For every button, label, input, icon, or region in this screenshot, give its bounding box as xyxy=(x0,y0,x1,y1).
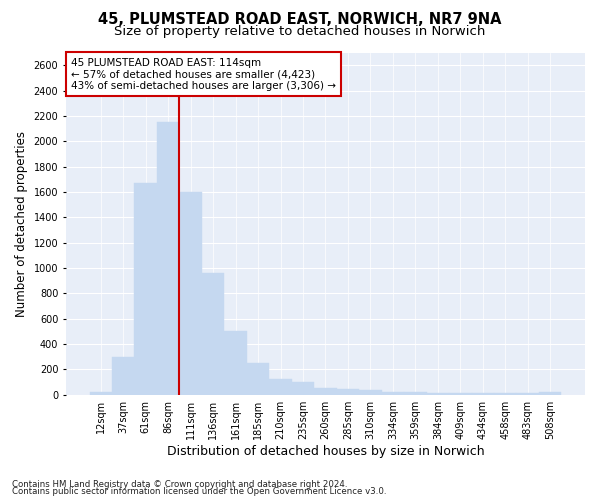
Bar xyxy=(337,389,359,394)
Bar xyxy=(382,392,404,394)
Bar xyxy=(427,393,449,394)
Bar xyxy=(112,356,134,395)
Bar xyxy=(134,183,157,394)
Bar xyxy=(404,392,427,394)
Bar xyxy=(157,122,179,394)
Bar xyxy=(314,388,337,394)
Bar xyxy=(224,332,247,394)
Text: 45 PLUMSTEAD ROAD EAST: 114sqm
← 57% of detached houses are smaller (4,423)
43% : 45 PLUMSTEAD ROAD EAST: 114sqm ← 57% of … xyxy=(71,58,336,91)
Bar xyxy=(539,392,562,394)
Text: Size of property relative to detached houses in Norwich: Size of property relative to detached ho… xyxy=(115,25,485,38)
X-axis label: Distribution of detached houses by size in Norwich: Distribution of detached houses by size … xyxy=(167,444,484,458)
Bar xyxy=(247,363,269,394)
Y-axis label: Number of detached properties: Number of detached properties xyxy=(15,130,28,316)
Bar xyxy=(179,192,202,394)
Bar xyxy=(449,393,472,394)
Text: Contains public sector information licensed under the Open Government Licence v3: Contains public sector information licen… xyxy=(12,487,386,496)
Text: Contains HM Land Registry data © Crown copyright and database right 2024.: Contains HM Land Registry data © Crown c… xyxy=(12,480,347,489)
Bar xyxy=(292,382,314,394)
Bar xyxy=(89,392,112,394)
Bar xyxy=(359,390,382,394)
Text: 45, PLUMSTEAD ROAD EAST, NORWICH, NR7 9NA: 45, PLUMSTEAD ROAD EAST, NORWICH, NR7 9N… xyxy=(98,12,502,28)
Bar xyxy=(269,380,292,394)
Bar xyxy=(202,273,224,394)
